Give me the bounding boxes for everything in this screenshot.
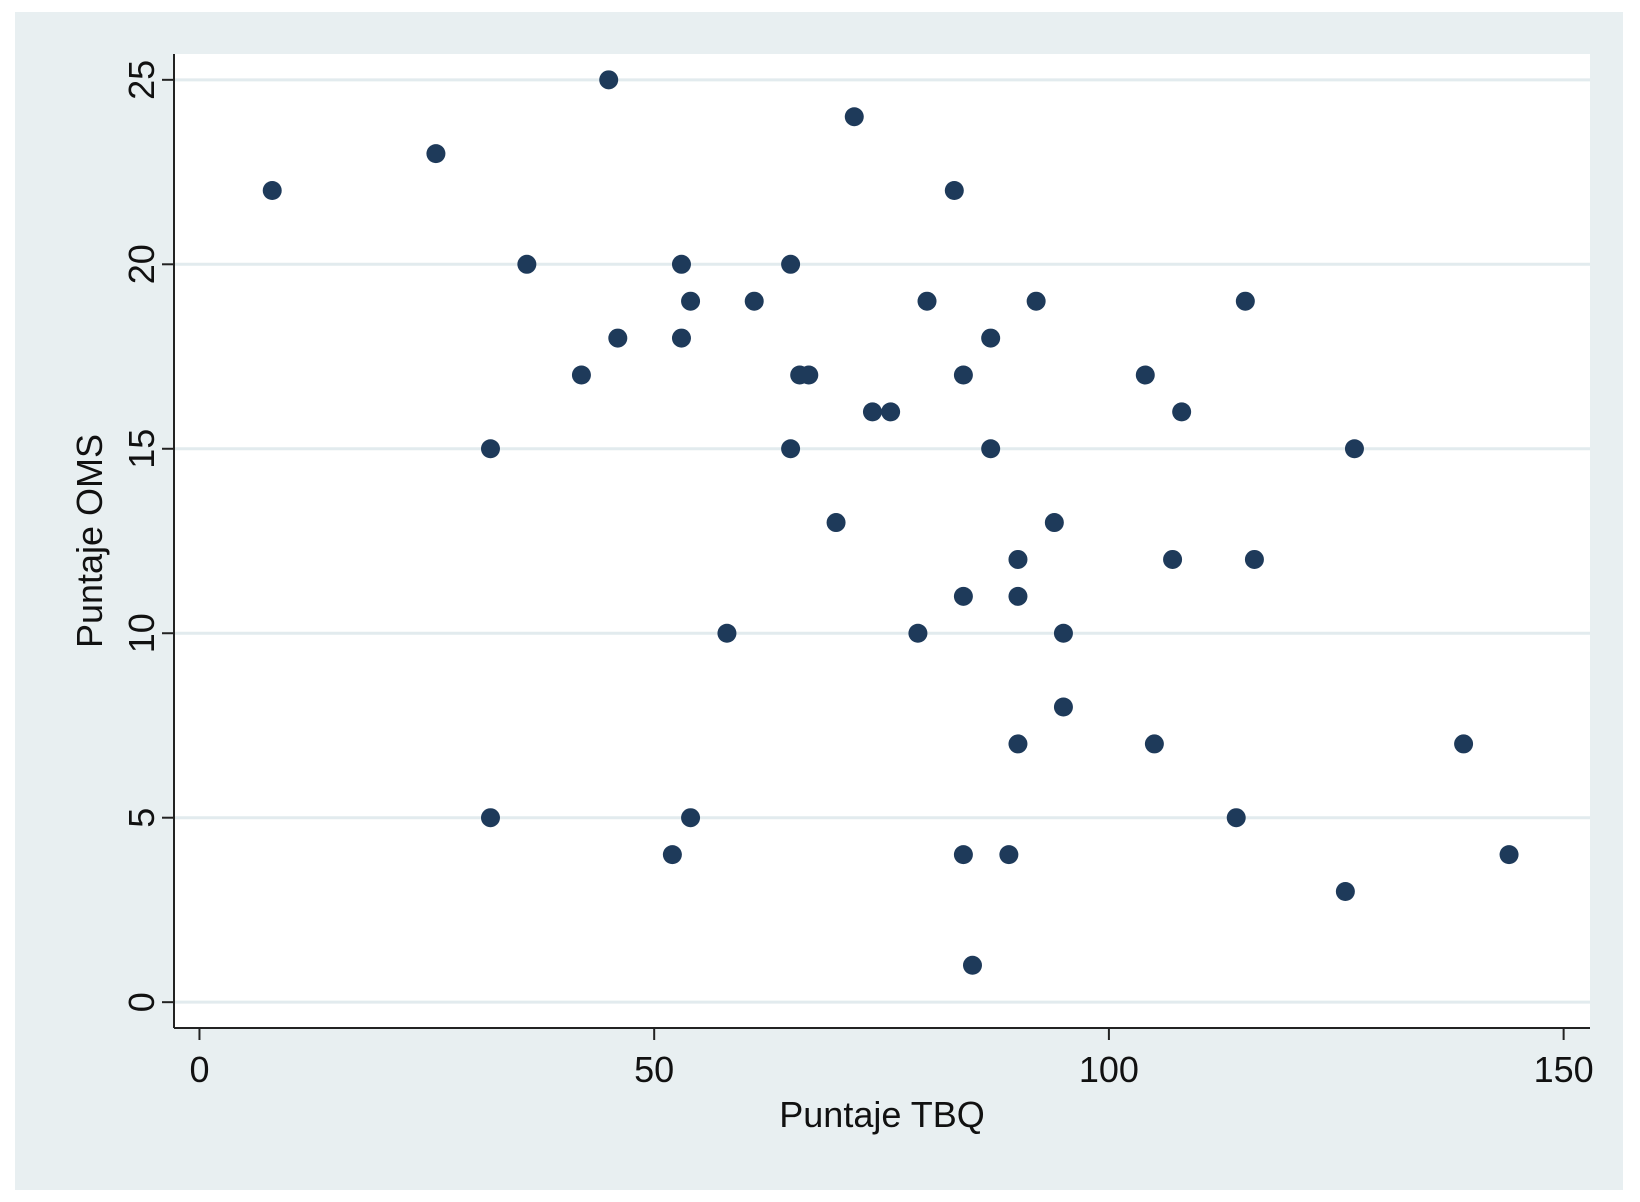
point (944, 181, 964, 201)
y-tick-label: 5 (121, 808, 162, 828)
point (1499, 845, 1519, 865)
points (262, 70, 1519, 975)
point (1163, 549, 1183, 569)
point (826, 513, 846, 533)
point (1226, 808, 1246, 828)
point (671, 254, 691, 274)
point (1135, 365, 1155, 385)
point (781, 254, 801, 274)
x-tick-label: 50 (634, 1049, 674, 1090)
point (599, 70, 619, 90)
point (844, 107, 864, 127)
y-tick-label: 15 (121, 429, 162, 469)
point (662, 845, 682, 865)
point (671, 328, 691, 348)
point (571, 365, 591, 385)
point (781, 439, 801, 459)
x-tick-label: 100 (1079, 1049, 1139, 1090)
point (480, 808, 500, 828)
point (881, 402, 901, 422)
y-tick-label: 20 (121, 244, 162, 284)
point (1008, 734, 1028, 754)
point (1235, 291, 1255, 311)
point (1044, 513, 1064, 533)
point (480, 439, 500, 459)
point (1008, 586, 1028, 606)
y-tick-label: 10 (121, 613, 162, 653)
point (681, 291, 701, 311)
point (1008, 549, 1028, 569)
point (953, 586, 973, 606)
x-axis-title: Puntaje TBQ (779, 1094, 984, 1135)
point (717, 623, 737, 643)
y-tick-label: 25 (121, 60, 162, 100)
plot-area (174, 54, 1590, 1028)
x-tick-label: 150 (1534, 1049, 1594, 1090)
point (262, 181, 282, 201)
x-tick-label: 0 (189, 1049, 209, 1090)
point (1344, 439, 1364, 459)
point (426, 144, 446, 164)
point (962, 955, 982, 975)
point (862, 402, 882, 422)
point (953, 845, 973, 865)
point (744, 291, 764, 311)
point (999, 845, 1019, 865)
point (1053, 623, 1073, 643)
point (608, 328, 628, 348)
point (1244, 549, 1264, 569)
y-axis-title: Puntaje OMS (69, 434, 110, 648)
point (1053, 697, 1073, 717)
point (981, 328, 1001, 348)
point (981, 439, 1001, 459)
point (1335, 881, 1355, 901)
point (517, 254, 537, 274)
point (1026, 291, 1046, 311)
point (908, 623, 928, 643)
point (799, 365, 819, 385)
point (1144, 734, 1164, 754)
point (1172, 402, 1192, 422)
y-tick-label: 0 (121, 992, 162, 1012)
axes: 0 5 10 15 20 25 0 50 100 150 (121, 60, 1594, 1090)
point (681, 808, 701, 828)
point (953, 365, 973, 385)
point (917, 291, 937, 311)
point (1454, 734, 1474, 754)
